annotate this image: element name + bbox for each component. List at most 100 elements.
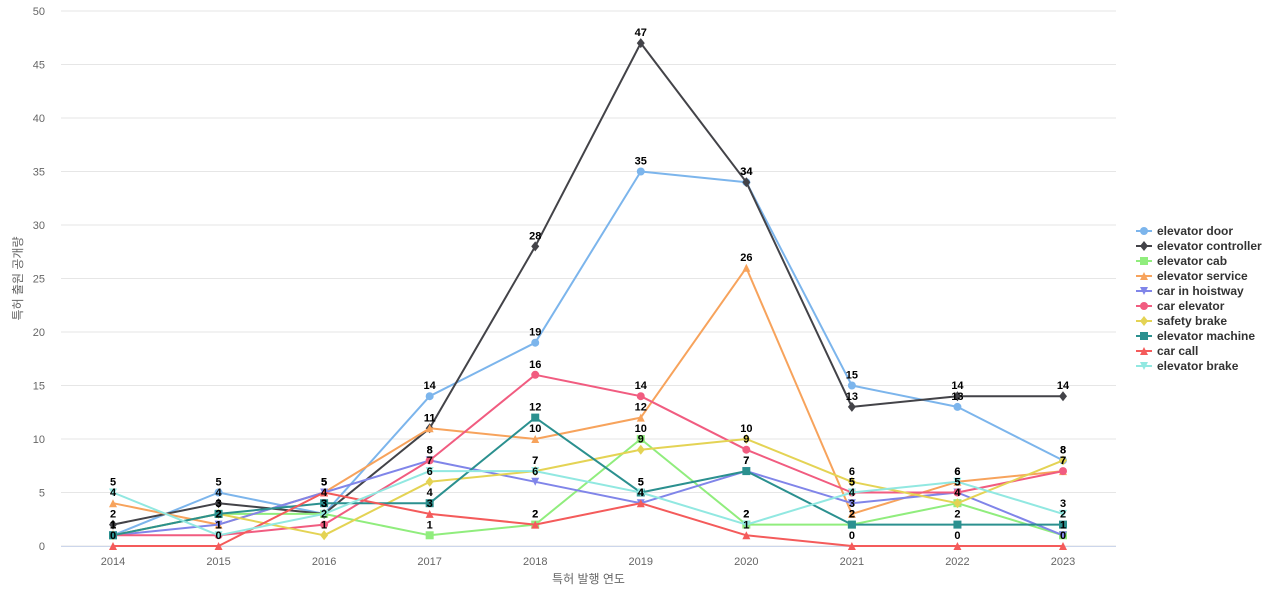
data-point[interactable]	[742, 445, 751, 454]
data-label: 6	[532, 466, 538, 478]
series-line[interactable]	[112, 170, 1064, 537]
data-point[interactable]	[531, 520, 540, 529]
data-point[interactable]	[320, 509, 329, 518]
data-point[interactable]	[425, 509, 434, 518]
data-point[interactable]	[425, 499, 434, 508]
legend-item[interactable]: elevator brake	[1136, 359, 1239, 373]
data-point[interactable]	[742, 531, 751, 540]
data-point[interactable]	[1059, 391, 1067, 402]
series-car-in-hoistway[interactable]	[109, 456, 1067, 540]
data-point[interactable]	[425, 392, 434, 401]
data-point[interactable]	[531, 477, 540, 486]
legend-item[interactable]: car call	[1136, 344, 1198, 358]
data-label: 12	[635, 402, 647, 414]
data-point[interactable]	[636, 38, 645, 49]
data-point[interactable]	[847, 520, 856, 529]
data-point[interactable]	[742, 263, 751, 272]
legend-item[interactable]: safety brake	[1136, 314, 1227, 328]
data-point[interactable]	[847, 381, 856, 390]
data-point[interactable]	[636, 435, 645, 443]
data-point[interactable]	[953, 477, 962, 486]
data-point[interactable]	[320, 520, 329, 529]
data-label: 1	[110, 519, 116, 531]
data-label: 3	[321, 498, 327, 510]
data-point[interactable]	[214, 509, 223, 518]
data-point[interactable]	[109, 531, 117, 540]
data-point[interactable]	[636, 413, 645, 422]
data-label: 6	[954, 466, 960, 478]
data-point[interactable]	[109, 488, 117, 497]
series-elevator-brake[interactable]	[109, 467, 1067, 540]
data-point[interactable]	[109, 519, 117, 530]
data-point[interactable]	[531, 435, 540, 443]
data-point[interactable]	[109, 542, 117, 550]
data-point[interactable]	[425, 476, 434, 487]
data-point[interactable]	[847, 476, 856, 487]
data-point[interactable]	[636, 392, 645, 401]
series-line[interactable]	[113, 491, 1063, 547]
legend-item[interactable]: elevator door	[1136, 224, 1233, 238]
data-point[interactable]	[1059, 455, 1067, 466]
legend-item[interactable]: car elevator	[1136, 299, 1225, 313]
series-line[interactable]	[112, 42, 1063, 526]
data-point[interactable]	[425, 467, 434, 476]
data-point[interactable]	[953, 402, 962, 411]
data-point[interactable]	[214, 520, 223, 529]
data-point[interactable]	[214, 542, 223, 550]
data-point[interactable]	[636, 488, 645, 497]
data-point[interactable]	[742, 467, 751, 476]
legend-item[interactable]: elevator controller	[1136, 239, 1262, 253]
data-point[interactable]	[742, 520, 751, 529]
data-point[interactable]	[953, 391, 962, 402]
legend-item[interactable]: elevator cab	[1136, 254, 1227, 268]
data-point[interactable]	[531, 241, 540, 252]
data-point[interactable]	[1059, 542, 1067, 550]
legend-item[interactable]: elevator machine	[1136, 329, 1255, 343]
legend-label: car call	[1157, 344, 1198, 358]
data-point[interactable]	[1059, 467, 1067, 476]
data-point[interactable]	[425, 531, 434, 540]
series-elevator-door[interactable]	[109, 167, 1067, 540]
data-point[interactable]	[636, 499, 645, 508]
data-point[interactable]	[214, 498, 223, 509]
data-label: 1	[110, 519, 116, 531]
data-point[interactable]	[531, 413, 540, 422]
data-point[interactable]	[214, 488, 223, 497]
data-point[interactable]	[953, 520, 962, 529]
data-point[interactable]	[109, 499, 117, 508]
data-point[interactable]	[425, 456, 434, 465]
series-elevator-machine[interactable]	[109, 413, 1067, 540]
series-line[interactable]	[112, 438, 1064, 537]
data-point[interactable]	[320, 499, 329, 508]
data-point[interactable]	[214, 531, 223, 540]
series-line[interactable]	[112, 416, 1063, 537]
data-point[interactable]	[531, 338, 540, 347]
series-car-call[interactable]	[109, 488, 1067, 551]
data-label: 8	[1060, 444, 1066, 456]
data-point[interactable]	[953, 488, 962, 497]
legend-item[interactable]: elevator service	[1136, 269, 1248, 283]
data-point[interactable]	[847, 401, 856, 412]
data-point[interactable]	[425, 424, 434, 433]
series-line[interactable]	[112, 470, 1064, 537]
data-point[interactable]	[1059, 509, 1067, 518]
data-point[interactable]	[1059, 531, 1067, 540]
data-point[interactable]	[742, 434, 751, 444]
data-point[interactable]	[742, 177, 751, 188]
data-point[interactable]	[531, 370, 540, 379]
data-point[interactable]	[320, 488, 329, 497]
data-point[interactable]	[847, 488, 856, 497]
data-point[interactable]	[847, 509, 856, 518]
data-point[interactable]	[953, 498, 962, 509]
data-point[interactable]	[953, 542, 962, 550]
legend-item[interactable]: car in hoistway	[1136, 284, 1244, 298]
data-point[interactable]	[847, 499, 856, 508]
data-point[interactable]	[636, 167, 645, 176]
data-point[interactable]	[1059, 520, 1067, 529]
series-elevator-service[interactable]	[109, 263, 1067, 529]
data-point[interactable]	[531, 467, 540, 476]
data-point[interactable]	[636, 444, 645, 455]
data-point[interactable]	[847, 542, 856, 550]
data-point[interactable]	[320, 530, 329, 541]
